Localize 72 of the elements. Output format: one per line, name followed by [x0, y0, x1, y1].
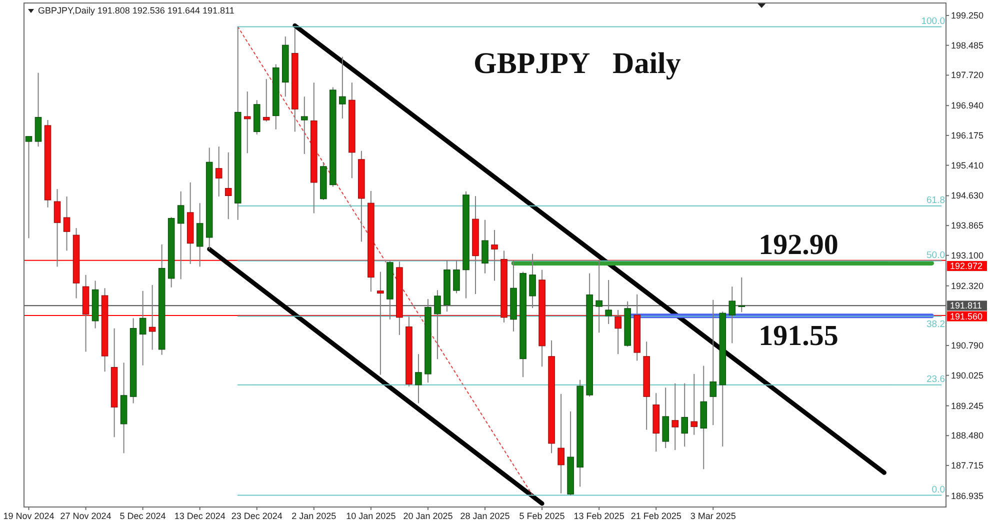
series-label: 100.0	[921, 16, 945, 27]
x-tick-label: 13 Feb 2025	[574, 511, 624, 521]
y-tick-label: 197.720	[951, 70, 984, 80]
candlestick	[415, 354, 422, 404]
candlestick	[215, 146, 222, 197]
ref-line-label: 191.560	[950, 311, 983, 322]
candlestick	[710, 299, 717, 426]
annotation: 191.55	[758, 320, 838, 352]
candlestick	[262, 78, 270, 122]
chart-subtitle: GBPJPY,Daily 191.808 192.536 191.644 191.811	[38, 6, 234, 16]
x-tick-label: 27 Nov 2024	[60, 511, 112, 521]
series-label: 23.6	[926, 374, 945, 385]
x-tick-label: 10 Jan 2025	[346, 511, 396, 521]
candlestick	[614, 310, 622, 355]
candlestick	[244, 91, 251, 154]
x-tick-label: 13 Dec 2024	[174, 511, 226, 521]
x-tick-label: 2 Jan 2025	[292, 511, 336, 521]
candlestick	[377, 271, 384, 376]
y-tick-label: 188.480	[951, 430, 984, 441]
candlestick	[63, 196, 70, 252]
candlestick	[177, 190, 184, 280]
y-tick-label: 195.410	[951, 160, 984, 170]
candlestick	[339, 56, 346, 119]
candlestick	[605, 279, 612, 325]
candlestick	[690, 373, 698, 436]
candlestick	[558, 393, 564, 494]
candlestick	[224, 152, 232, 220]
candlestick	[672, 382, 678, 451]
candlestick	[738, 276, 746, 313]
y-tick-label: 192.320	[951, 280, 984, 291]
series-label: 38.2	[926, 319, 945, 330]
series-label: 50.0	[926, 250, 945, 261]
candlestick	[25, 136, 32, 239]
x-tick-label: 21 Feb 2025	[630, 511, 682, 521]
y-tick-label: 194.630	[951, 190, 984, 201]
candlestick	[196, 202, 204, 268]
candlestick	[681, 382, 688, 448]
text: GBPJPY Daily	[474, 47, 681, 80]
candlestick	[491, 230, 498, 282]
annotation: 192.90	[758, 229, 838, 262]
y-tick-label: 190.025	[951, 370, 984, 380]
candlestick	[139, 290, 146, 366]
x-tick-label: 20 Jan 2025	[403, 511, 453, 521]
candlestick	[453, 260, 460, 294]
x-tick-label: 5 Dec 2024	[120, 511, 166, 521]
candlestick	[529, 253, 536, 309]
y-tick-label: 187.715	[951, 460, 984, 470]
y-tick-label: 189.245	[951, 400, 984, 411]
y-tick-label: 196.175	[951, 130, 984, 140]
series-label: 61.8	[926, 194, 945, 206]
ref-line-label: 191.811	[950, 300, 982, 311]
y-tick-label: 190.790	[951, 340, 984, 350]
ref-line-label: 192.972	[950, 260, 983, 271]
y-tick-label: 198.485	[951, 40, 984, 50]
x-tick-label: 28 Jan 2025	[460, 511, 510, 521]
candlestick	[148, 284, 156, 350]
candlestick	[482, 219, 488, 274]
x-tick-label: 23 Dec 2024	[231, 511, 282, 521]
x-tick-label: 5 Feb 2025	[519, 511, 565, 521]
y-tick-label: 199.250	[951, 10, 984, 20]
y-tick-label: 186.935	[951, 490, 984, 501]
candlestick	[54, 188, 61, 268]
series-label: 0.0	[932, 484, 945, 496]
candlestick	[301, 96, 308, 154]
y-tick-label: 193.865	[951, 220, 984, 231]
x-tick-label: 19 Nov 2024	[3, 511, 54, 521]
y-tick-label: 196.940	[951, 100, 984, 111]
y-tick-label: 193.100	[951, 250, 984, 260]
x-tick-label: 3 Mar 2025	[690, 511, 736, 521]
candlestick	[596, 260, 602, 334]
candlestick	[434, 290, 441, 360]
candlestick	[728, 286, 736, 344]
